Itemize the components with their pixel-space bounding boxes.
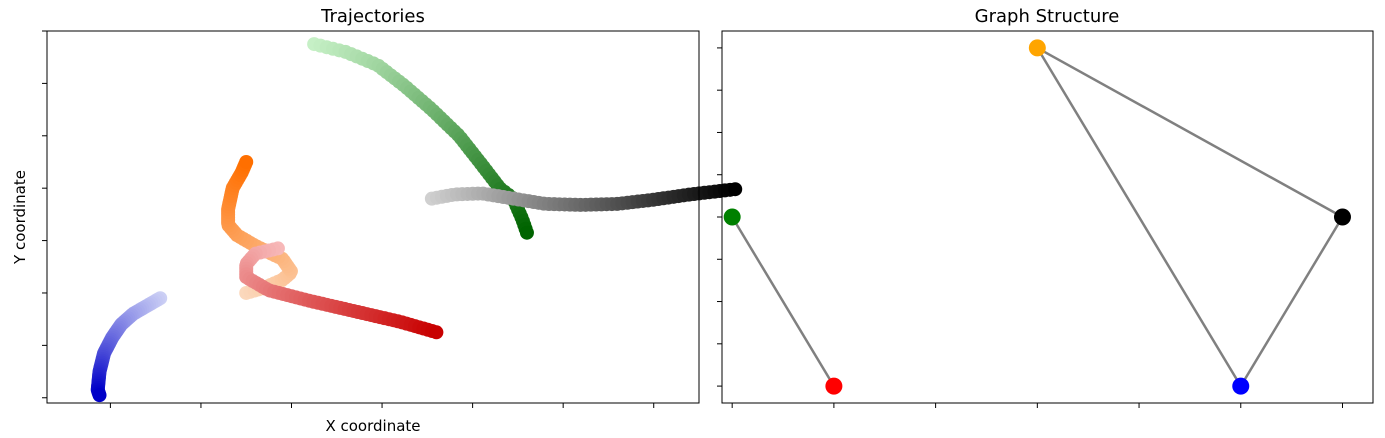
trajectory-0-point [92, 388, 107, 403]
trajectory-3-point [519, 225, 534, 240]
trajectories-plot-area [90, 37, 743, 403]
graph-structure-ticks [717, 47, 1343, 408]
y-axis-label: Y coordinate [11, 170, 29, 265]
node-green [723, 208, 741, 226]
edge-orange-blue [1036, 47, 1242, 387]
graph-structure-plot-area [723, 39, 1351, 395]
trajectory-1-point [239, 154, 254, 169]
node-black [1333, 208, 1351, 226]
trajectories-axes-frame [46, 30, 700, 404]
edge-blue-black [1239, 216, 1344, 387]
trajectories-title: Trajectories [320, 6, 425, 27]
edge-green-red [731, 216, 835, 387]
graph-structure-axes-frame [721, 30, 1374, 404]
node-orange [1028, 39, 1046, 57]
trajectory-4-point [728, 182, 743, 197]
graph-structure-title: Graph Structure [975, 6, 1120, 27]
trajectories-ticks [42, 30, 655, 408]
edge-orange-black [1036, 46, 1344, 219]
x-axis-label: X coordinate [325, 417, 420, 435]
node-blue [1232, 377, 1250, 395]
trajectory-2-point [429, 325, 444, 340]
node-red [825, 377, 843, 395]
